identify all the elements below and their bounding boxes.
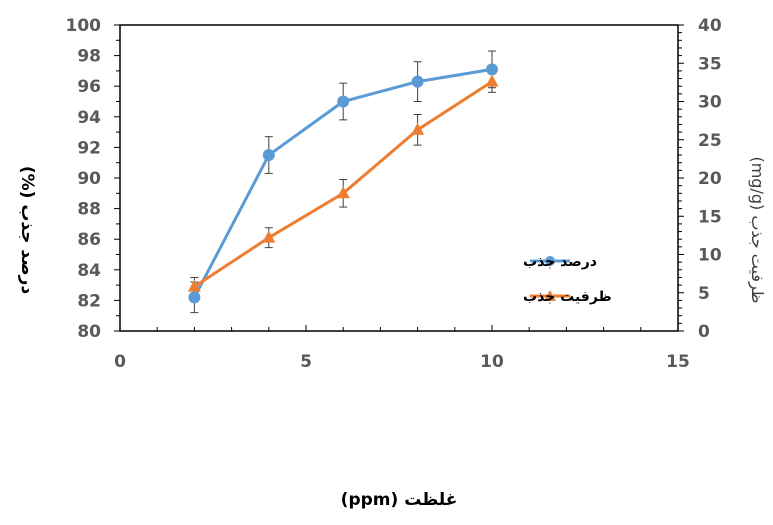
y2-tick-label: 20 <box>698 169 722 189</box>
series-markers <box>187 63 499 304</box>
data-point-series-2 <box>336 186 350 199</box>
x-tick-label: 10 <box>480 352 504 372</box>
legend-label-series-1: درصد جذب <box>523 254 597 270</box>
y-tick-label: 88 <box>77 200 101 220</box>
y-tick-label: 84 <box>77 261 101 281</box>
legend: درصد جذب ظرفیت جذب <box>523 254 612 305</box>
x-tick-label: 15 <box>666 352 690 372</box>
y-tick-label: 90 <box>77 169 101 189</box>
y-tick-label: 100 <box>66 16 102 36</box>
y2-tick-label: 0 <box>698 322 710 342</box>
y-axis-title: درصد جذب (%) <box>17 166 37 295</box>
data-point-series-2 <box>262 230 276 243</box>
y2-tick-label: 10 <box>698 246 722 266</box>
data-point-series-1 <box>486 63 498 76</box>
y-tick-label: 98 <box>77 47 101 67</box>
y2-tick-label: 35 <box>698 54 722 74</box>
tick-labels: 0 5 10 15 80 82 84 86 88 90 92 94 96 98 100 0 5 10 15 20 25 3… <box>66 16 722 372</box>
legend-label-series-2: ظرفیت جذب <box>523 289 612 305</box>
axis-ticks <box>114 24 684 332</box>
y-tick-label: 80 <box>77 322 101 342</box>
legend-marker-series-1 <box>545 256 555 266</box>
data-point-series-2 <box>187 279 201 292</box>
data-point-series-1 <box>262 149 275 162</box>
data-point-series-1 <box>188 291 201 304</box>
data-point-series-1 <box>411 75 424 88</box>
x-tick-label: 0 <box>114 352 126 372</box>
y-tick-label: 86 <box>77 230 101 250</box>
data-point-series-2 <box>411 122 425 135</box>
y-tick-label: 82 <box>77 291 101 311</box>
y2-tick-label: 30 <box>698 93 722 113</box>
x-axis-title: غلظت (ppm) <box>341 490 458 510</box>
y-tick-label: 92 <box>77 138 101 158</box>
x-tick-label: 5 <box>300 352 312 372</box>
y2-tick-label: 5 <box>698 284 710 304</box>
legend-marker-series-2 <box>544 290 556 301</box>
y-tick-label: 96 <box>77 77 101 97</box>
data-point-series-1 <box>337 95 350 108</box>
data-point-series-2 <box>485 74 499 87</box>
y-tick-label: 94 <box>77 108 101 128</box>
plot-frame <box>119 24 679 332</box>
y2-tick-label: 25 <box>698 131 722 151</box>
y2-axis-title: ظرفیت جذب (mg/g) <box>747 156 767 303</box>
y2-tick-label: 15 <box>698 207 722 227</box>
y2-tick-label: 40 <box>698 16 722 36</box>
